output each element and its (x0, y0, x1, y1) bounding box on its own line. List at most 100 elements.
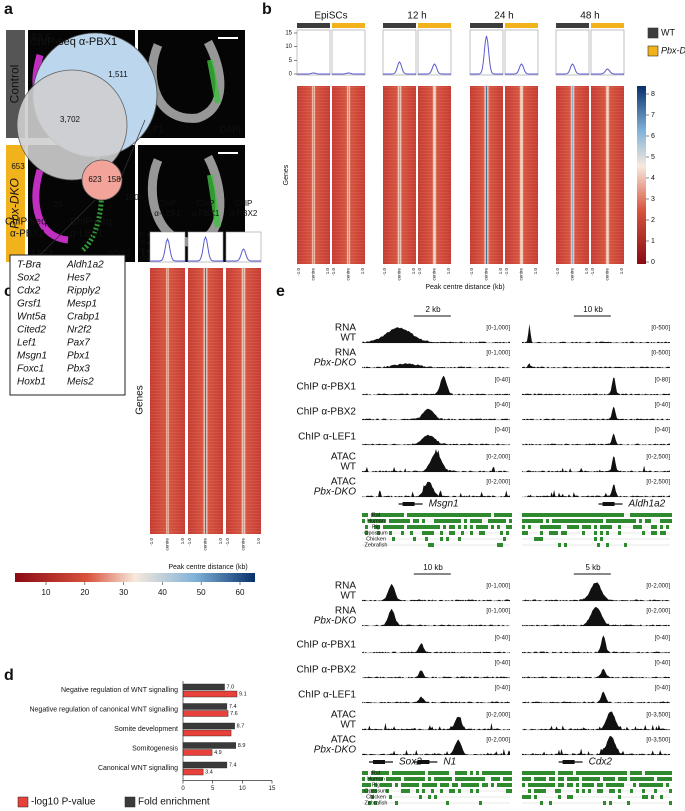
conservation-block (428, 783, 431, 787)
conservation-block (509, 783, 512, 787)
conservation-block (621, 519, 624, 523)
conservation-block (506, 777, 509, 781)
conservation-block (419, 525, 422, 529)
conservation-block (440, 537, 443, 541)
conservation-block (534, 795, 537, 799)
conservation-block (639, 513, 642, 517)
signal-track (522, 406, 670, 420)
conservation-block (546, 771, 549, 775)
conservation-block (531, 519, 534, 523)
conservation-block (434, 525, 437, 529)
conservation-block (386, 783, 389, 787)
conservation-block (582, 789, 585, 793)
conservation-block (407, 771, 410, 775)
condition: 12 h (407, 11, 426, 22)
conservation-block (440, 513, 443, 517)
range-label: [0-2,000] (486, 455, 510, 461)
conservation-block (621, 777, 624, 781)
venn-count: 3,702 (60, 115, 81, 124)
signal-track (362, 375, 510, 395)
conservation-block (540, 789, 543, 793)
category-label: Somitogenesis (132, 745, 178, 752)
conservation-block (443, 525, 446, 529)
conservation-block (362, 519, 365, 523)
conservation-block (669, 513, 672, 517)
profile-frame (225, 231, 262, 263)
y-tick-label: 10 (138, 257, 145, 263)
conservation-block (431, 543, 434, 547)
conservation-block (531, 513, 534, 517)
conservation-block (422, 777, 425, 781)
conservation-block (434, 777, 437, 781)
conservation-block (365, 525, 368, 529)
conservation-block (522, 783, 525, 787)
genotype-bar (556, 23, 589, 28)
conservation-block (630, 771, 633, 775)
conservation-block (594, 771, 597, 775)
conservation-block (654, 783, 657, 787)
track-label: ATAC (331, 477, 356, 488)
exon (417, 760, 430, 764)
conservation-block (425, 525, 428, 529)
track-label: Pbx-DKO (314, 487, 356, 498)
profile-line (188, 235, 223, 262)
conservation-block (443, 513, 446, 517)
conservation-block (591, 513, 594, 517)
conservation-block (630, 789, 633, 793)
gene: Wnt5a (17, 312, 46, 323)
channel-label: DAPI (220, 124, 241, 134)
track-label: Pbx-DKO (314, 616, 356, 627)
conservation-block (597, 519, 600, 523)
conservation-block (654, 513, 657, 517)
conservation-block (669, 789, 672, 793)
conservation-block (558, 789, 561, 793)
gene: Grsf1 (17, 299, 41, 310)
conservation-block (497, 525, 500, 529)
x-tick-label: 1.0 (498, 268, 503, 275)
conservation-block (561, 531, 564, 535)
conservation-block (494, 771, 497, 775)
species-label: Rat (372, 512, 381, 518)
panel-letter: b (262, 1, 272, 18)
gene-name: Msgn1 (429, 499, 459, 510)
colorbar-label: 3 (651, 196, 655, 203)
conservation-block (582, 771, 585, 775)
track-label: WT (340, 333, 356, 344)
conservation-block (660, 513, 663, 517)
conservation-block (401, 531, 404, 535)
profile-line (150, 237, 185, 262)
conservation-block (558, 771, 561, 775)
scale-label: 10 kb (423, 563, 443, 572)
conservation-block (558, 543, 561, 547)
conservation-block (434, 771, 437, 775)
conservation-block (428, 795, 431, 799)
conservation-block (549, 525, 552, 529)
conservation-block (416, 525, 419, 529)
conservation-block (570, 795, 573, 799)
profile-frame (417, 29, 452, 76)
y-tick-label: 30 (138, 241, 145, 247)
conservation-block (377, 519, 380, 523)
signal-track (362, 363, 510, 368)
conservation-block (609, 513, 612, 517)
track-label: ChIP α-PBX2 (296, 407, 356, 418)
conservation-block (362, 789, 365, 793)
x-tick-label: centre (605, 268, 610, 281)
conservation-block (386, 771, 389, 775)
conservation-block (401, 783, 404, 787)
conservation-block (588, 789, 591, 793)
heatmap-texture (332, 86, 365, 264)
legend-swatch (124, 796, 136, 808)
conservation-block (494, 513, 497, 517)
conservation-block (522, 771, 525, 775)
track-label: ATAC (331, 452, 356, 463)
conservation-block (395, 525, 398, 529)
colorbar-label: 50 (197, 588, 206, 597)
signal-track (362, 327, 510, 343)
conservation-block (666, 519, 669, 523)
gene: Sox2 (17, 273, 40, 284)
conservation-block (624, 519, 627, 523)
conservation-block (416, 789, 419, 793)
colorbar-label: 30 (119, 588, 128, 597)
conservation-block (537, 519, 540, 523)
